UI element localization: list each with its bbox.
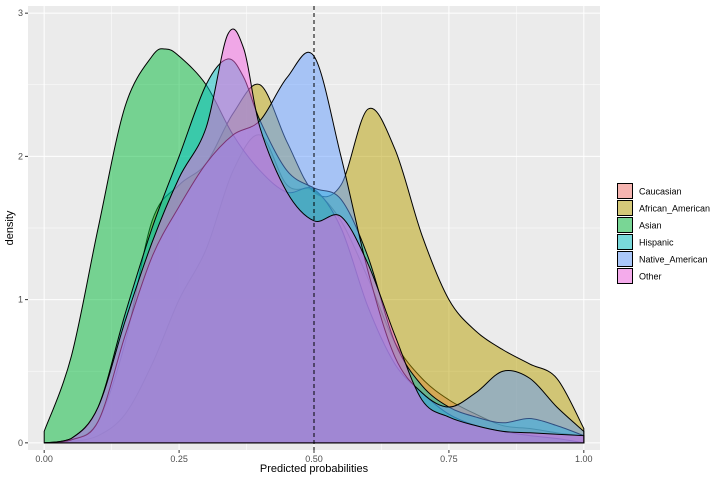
legend-label: African_American [639, 204, 710, 214]
y-axis-ticks: 0 1 2 3 [18, 8, 28, 448]
y-tick-label: 3 [18, 8, 23, 18]
legend-key-native-american [617, 251, 633, 267]
legend-key-other [617, 268, 633, 284]
legend-label: Native_American [639, 255, 708, 265]
legend-label: Hispanic [639, 238, 674, 248]
x-axis-ticks: 0.00 0.25 0.50 0.75 1.00 [35, 450, 593, 464]
legend-label: Asian [639, 221, 662, 231]
y-axis-title: density [4, 210, 16, 245]
legend-key-asian [617, 217, 633, 233]
x-axis-title: Predicted probabilities [260, 463, 369, 475]
legend-label: Caucasian [639, 187, 682, 197]
legend-key-caucasian [617, 183, 633, 199]
legend-label: Other [639, 272, 662, 282]
legend: Caucasian African_American Asian Hispanic Na… [617, 183, 710, 284]
x-tick-label: 0.50 [305, 454, 323, 464]
legend-key-african-american [617, 200, 633, 216]
y-tick-label: 2 [18, 151, 23, 161]
x-tick-label: 1.00 [575, 454, 593, 464]
y-tick-label: 0 [18, 438, 23, 448]
x-tick-label: 0.75 [440, 454, 458, 464]
y-tick-label: 1 [18, 295, 23, 305]
x-tick-label: 0.00 [35, 454, 53, 464]
density-area-other [44, 28, 585, 444]
legend-key-hispanic [617, 234, 633, 250]
x-tick-label: 0.25 [170, 454, 188, 464]
